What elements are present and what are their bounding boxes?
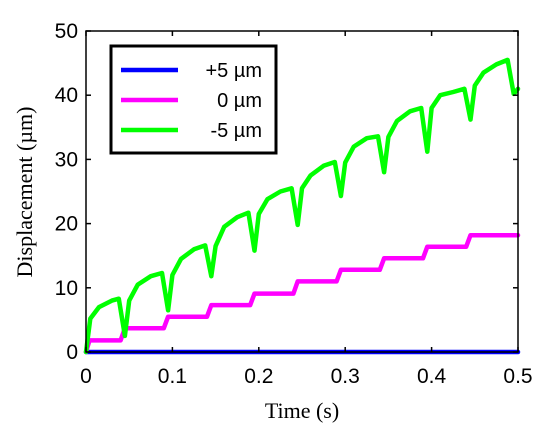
y-tick-label: 30	[55, 148, 78, 171]
legend-entry-2: -5 µm	[210, 120, 262, 142]
y-tick-label: 0	[66, 341, 78, 364]
series-line-2	[83, 57, 521, 355]
y-tick-label: 20	[55, 213, 78, 236]
legend-entry-1: 0 µm	[217, 90, 262, 112]
y-axis: 0 10 20 30 40 50	[55, 20, 518, 364]
x-tick-label: 0.3	[331, 365, 360, 388]
x-axis: 0 0.1 0.2 0.3 0.4 0.5	[80, 31, 533, 388]
x-tick-label: 0	[80, 365, 92, 388]
plot-area-frame	[85, 30, 519, 353]
x-tick-label: 0.5	[503, 365, 532, 388]
y-axis-label: Displacement (µm)	[12, 107, 37, 278]
legend-entry-0: +5 µm	[205, 60, 262, 82]
legend: +5 µm 0 µm -5 µm	[109, 44, 278, 155]
x-tick-label: 0.1	[158, 365, 187, 388]
y-tick-label: 40	[55, 84, 78, 107]
x-tick-label: 0.2	[244, 365, 273, 388]
y-tick-label: 10	[55, 277, 78, 300]
y-tick-label: 50	[55, 20, 78, 43]
x-axis-label: Time (s)	[265, 398, 339, 423]
series-line-1	[83, 232, 521, 355]
x-tick-label: 0.4	[417, 365, 447, 388]
